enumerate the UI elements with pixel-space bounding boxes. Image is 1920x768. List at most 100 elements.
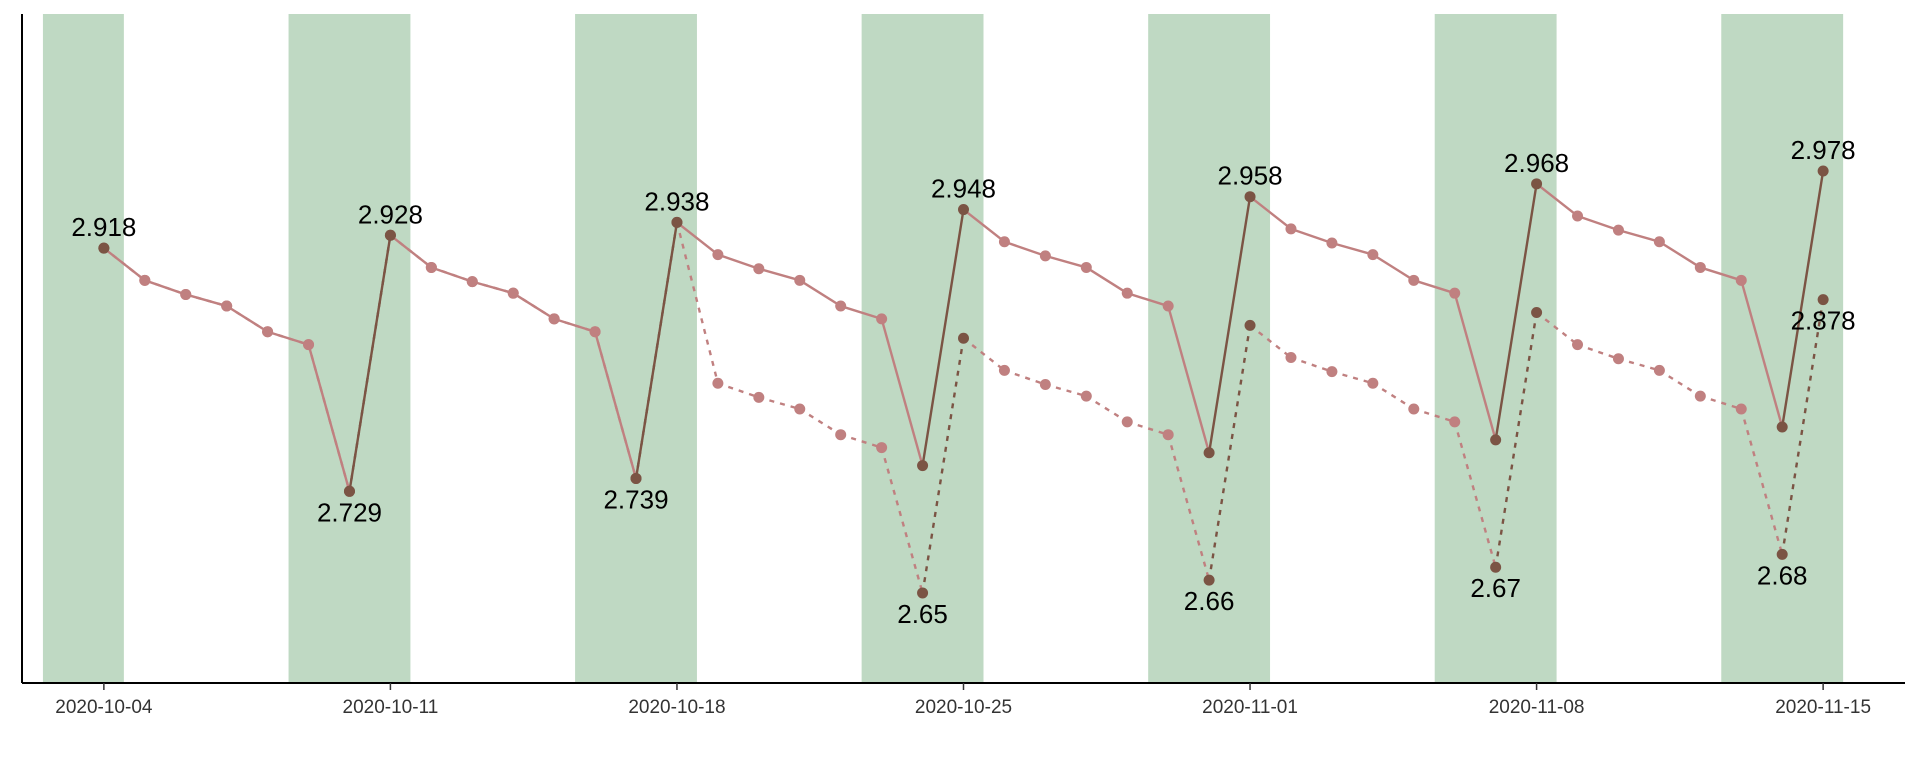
series-solid-point-3	[180, 288, 192, 300]
data-label-3: 2.928	[358, 199, 423, 229]
series-dotted-point-26	[1121, 416, 1133, 428]
series-dotted-point-39	[1653, 364, 1665, 376]
series-solid-point-13	[589, 326, 601, 338]
series-dotted-point-29	[1244, 319, 1256, 331]
series-solid-segment-22	[962, 208, 1006, 243]
series-solid-segment-1	[103, 247, 146, 282]
series-solid-segment-3	[185, 293, 228, 308]
series-dotted-segment-27	[1167, 434, 1211, 581]
data-label-13: 2.978	[1791, 135, 1856, 165]
series-solid-segment-42	[1781, 170, 1825, 428]
series-solid-point-4	[221, 300, 233, 312]
series-solid-point-35	[1490, 434, 1502, 446]
series-solid-point-6	[303, 339, 315, 351]
series-solid-segment-31	[1331, 241, 1374, 256]
series-dotted-point-24	[1039, 379, 1051, 391]
series-dotted-segment-24	[1045, 383, 1087, 398]
series-solid-segment-35	[1494, 183, 1538, 441]
data-label-4: 2.739	[603, 484, 668, 514]
series-points	[98, 165, 1829, 599]
series-dotted-segment-37	[1577, 343, 1619, 360]
series-dotted-segment-39	[1658, 369, 1701, 398]
series-dotted-segment-16	[717, 382, 760, 399]
series-solid-point-7	[343, 485, 355, 497]
series-solid-segment-5	[267, 330, 309, 346]
data-label-5: 2.938	[644, 186, 709, 216]
series-dotted-point-41	[1735, 403, 1747, 415]
series-solid-segment-38	[1618, 228, 1660, 243]
series-solid-segment-29	[1249, 195, 1292, 230]
series-solid-point-31	[1326, 237, 1338, 249]
series-dotted-point-23	[998, 364, 1010, 376]
series-solid-segment-18	[799, 279, 842, 308]
series-solid-segment-17	[758, 267, 801, 282]
series-dotted-point-31	[1326, 366, 1338, 378]
series-dotted-point-19	[835, 429, 847, 441]
series-solid-point-32	[1367, 249, 1379, 261]
series-solid-point-17	[753, 263, 765, 275]
series-solid-point-2	[139, 274, 151, 286]
series-solid-point-33	[1408, 274, 1420, 286]
series-dotted-point-16	[712, 377, 724, 389]
series-solid-segment-27	[1167, 305, 1211, 454]
series-dotted-segment-41	[1740, 408, 1784, 555]
series-solid-point-5	[262, 326, 274, 338]
series-dotted-point-33	[1408, 403, 1420, 415]
series-solid-point-28	[1203, 447, 1215, 459]
x-tick-label-6: 2020-11-08	[1489, 697, 1585, 718]
series-dotted-segment-31	[1331, 370, 1374, 385]
series-solid-segment-19	[840, 304, 882, 321]
series-solid-segment-40	[1699, 266, 1742, 282]
series-solid-point-24	[1039, 250, 1051, 262]
series-solid-segment-10	[471, 280, 514, 295]
series-solid-segment-16	[717, 253, 760, 270]
series-solid-point-36	[1531, 178, 1543, 190]
series-solid-point-20	[876, 313, 888, 325]
series-dotted-segment-36	[1535, 311, 1579, 346]
highlight-band-3	[575, 14, 697, 683]
series-solid-segment-11	[512, 292, 555, 320]
data-label-6: 2.65	[897, 599, 948, 629]
series-dotted-point-17	[753, 391, 765, 403]
series-dotted-point-27	[1162, 429, 1174, 441]
x-tick-label-2: 2020-10-11	[343, 697, 439, 718]
series-dotted-point-21	[917, 587, 929, 599]
x-tick-label-5: 2020-11-01	[1202, 697, 1298, 718]
data-label-14: 2.878	[1791, 306, 1856, 336]
x-tick-label-3: 2020-10-18	[628, 697, 725, 718]
series-solid-segment-12	[553, 317, 596, 333]
series-dotted-segment-30	[1290, 356, 1333, 373]
series-dotted-point-38	[1612, 353, 1624, 365]
series-dotted-segment-18	[799, 407, 842, 436]
series-solid-point-39	[1653, 236, 1665, 248]
series-dotted-segment-20	[880, 447, 924, 594]
data-label-9: 2.958	[1218, 161, 1283, 191]
series-dotted-segment-25	[1085, 395, 1128, 423]
series-solid-segment-36	[1535, 182, 1579, 217]
series-solid-segment-23	[1004, 240, 1046, 258]
data-label-7: 2.948	[931, 174, 996, 204]
series-dotted-point-20	[876, 442, 888, 454]
series-solid-point-38	[1612, 224, 1624, 236]
x-tick-label-7: 2020-11-15	[1775, 697, 1871, 718]
series-solid-point-16	[712, 249, 724, 261]
series-dotted-point-32	[1367, 377, 1379, 389]
series-solid-segment-26	[1126, 292, 1169, 308]
series-solid-point-18	[794, 274, 806, 286]
series-solid-point-34	[1449, 287, 1461, 299]
series-dotted-point-40	[1694, 390, 1706, 402]
series-solid-segment-13	[593, 331, 638, 479]
series-solid-point-21	[917, 460, 929, 472]
data-label-1: 2.918	[71, 212, 136, 242]
series-dotted-point-18	[794, 403, 806, 415]
series-solid-segment-39	[1658, 240, 1701, 269]
data-label-11: 2.968	[1504, 148, 1569, 178]
series-solid-point-37	[1572, 210, 1584, 222]
highlight-bands	[42, 14, 1844, 683]
series-dotted-segment-34	[1453, 421, 1497, 568]
x-tick-label-4: 2020-10-25	[915, 697, 1012, 718]
data-label-12: 2.68	[1757, 560, 1808, 590]
series-dotted-point-37	[1572, 339, 1584, 351]
series-solid-segment-14	[634, 222, 679, 479]
series-dotted-segment-29	[1249, 324, 1292, 359]
